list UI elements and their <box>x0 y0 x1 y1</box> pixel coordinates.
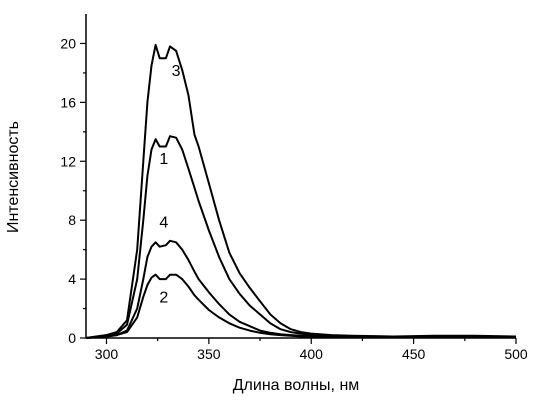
x-tick-label: 300 <box>95 346 119 362</box>
series-labels: 3 1 4 2 <box>159 63 180 307</box>
x-tick-label: 400 <box>300 346 324 362</box>
x-axis-title: Длина волны, нм <box>233 377 360 394</box>
y-tick-label: 4 <box>68 271 76 287</box>
x-tick-label: 500 <box>504 346 528 362</box>
y-tick-label: 12 <box>60 153 76 169</box>
series-label-2: 2 <box>159 290 168 307</box>
x-tick-label: 350 <box>197 346 221 362</box>
series-layer <box>85 43 517 339</box>
series-label-4: 4 <box>159 215 168 232</box>
y-tick-label: 20 <box>60 35 76 51</box>
series-line-3 <box>85 43 517 339</box>
series-label-1: 1 <box>159 151 168 168</box>
series-line-4 <box>85 239 516 339</box>
y-axis-title: Интенсивность <box>5 121 22 233</box>
series-label-3: 3 <box>172 63 181 80</box>
series-line-1 <box>85 135 516 339</box>
x-tick-label: 450 <box>402 346 426 362</box>
y-tick-label: 16 <box>60 94 76 110</box>
y-tick-label: 0 <box>68 330 76 346</box>
y-tick-label: 8 <box>68 212 76 228</box>
series-line-2 <box>85 273 516 339</box>
